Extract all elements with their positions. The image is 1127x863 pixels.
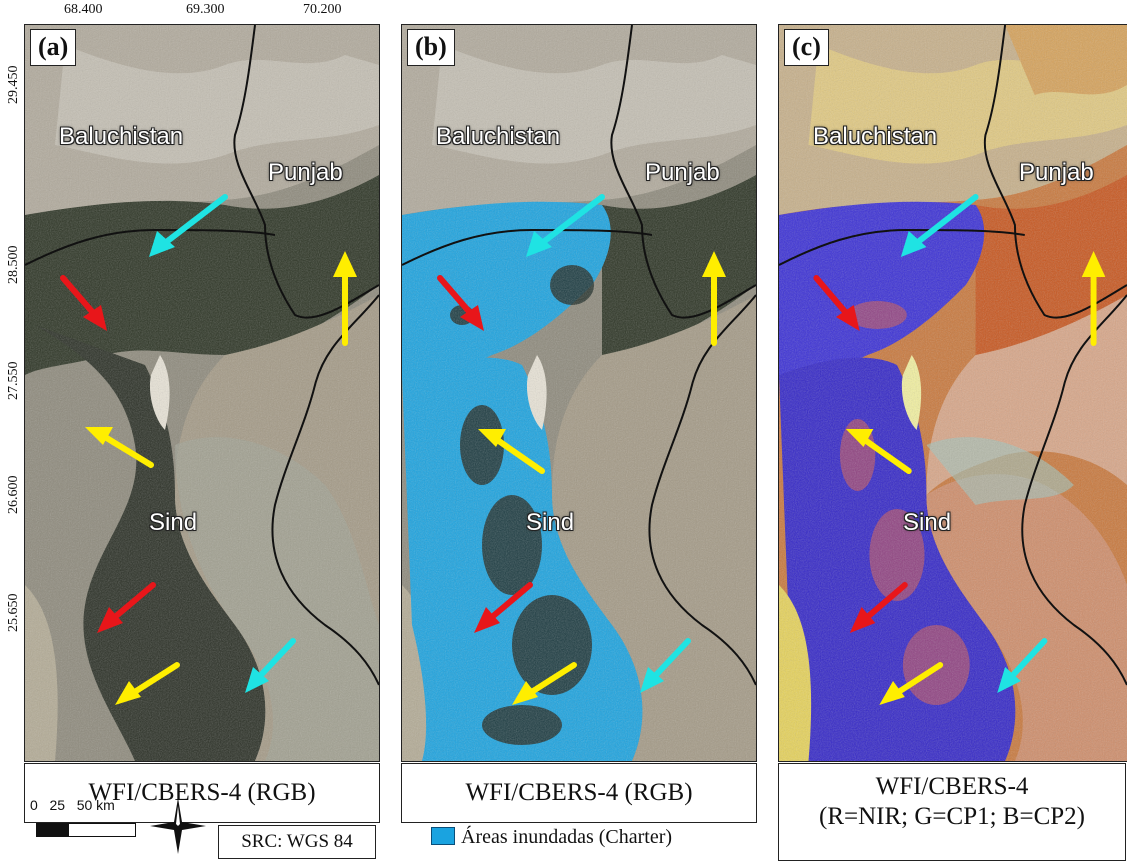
panel-b-caption-text: WFI/CBERS-4 (RGB) [465, 779, 693, 806]
panel-c-false-color-image [779, 25, 1127, 761]
longitude-label-3: 70.200 [303, 2, 342, 17]
region-label-sind: Sind [149, 509, 198, 536]
region-label-sind: Sind [526, 509, 575, 536]
latitude-label-2: 28.500 [6, 245, 21, 285]
panel-a-letter: (a) [30, 29, 77, 66]
panel-b-satellite-image [402, 25, 756, 761]
panel-b-letter: (b) [407, 29, 455, 66]
panel-a-satellite-image [25, 25, 379, 761]
panel-a-caption-text: WFI/CBERS-4 (RGB) [88, 779, 316, 806]
panel-c-caption: WFI/CBERS-4 (R=NIR; G=CP1; B=CP2) [778, 763, 1126, 861]
region-label-baluchistan: Baluchistan [59, 123, 184, 150]
longitude-label-1: 68.400 [64, 2, 103, 17]
panel-c-letter: (c) [784, 29, 829, 66]
region-label-punjab: Punjab [1019, 159, 1094, 186]
latitude-label-5: 25.650 [6, 593, 21, 633]
region-label-punjab: Punjab [645, 159, 720, 186]
panel-c-caption-line2: (R=NIR; G=CP1; B=CP2) [819, 803, 1085, 830]
panel-b-caption: WFI/CBERS-4 (RGB) [401, 763, 757, 823]
legend-swatch-flooded [431, 827, 455, 845]
region-label-baluchistan: Baluchistan [813, 123, 938, 150]
latitude-label-4: 26.600 [6, 475, 21, 515]
latitude-label-3: 27.550 [6, 361, 21, 401]
region-label-baluchistan: Baluchistan [436, 123, 561, 150]
panel-b-map: (b) Baluchistan Punjab Sind [401, 24, 757, 762]
longitude-label-2: 69.300 [186, 2, 225, 17]
legend-label: Áreas inundadas (Charter) [461, 826, 673, 848]
scale-bar-graphic [36, 823, 136, 837]
scale-labels: 0 25 50 km [30, 797, 115, 813]
scale-bar: 0 25 50 km [30, 797, 180, 857]
region-label-sind: Sind [903, 509, 952, 536]
legend: Áreas inundadas (Charter) [431, 826, 672, 849]
panel-a-caption: WFI/CBERS-4 (RGB) [24, 763, 380, 823]
panel-c-map: (c) Baluchistan Punjab Sind [778, 24, 1127, 762]
crs-label: SRC: WGS 84 [218, 825, 376, 859]
latitude-label-1: 29.450 [6, 65, 21, 105]
panel-c-caption-line1: WFI/CBERS-4 [875, 773, 1029, 800]
north-arrow-icon [150, 798, 206, 854]
region-label-punjab: Punjab [268, 159, 343, 186]
panel-a-map: (a) Baluchistan Punjab Sind [24, 24, 380, 762]
